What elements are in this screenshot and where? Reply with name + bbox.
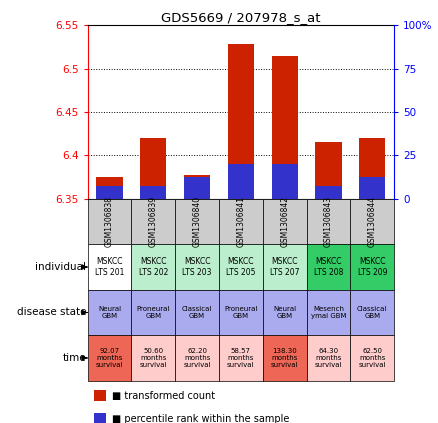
Bar (131, 335, 175, 381)
Text: GSM1306841: GSM1306841 (237, 196, 245, 247)
Bar (96, 186, 123, 199)
Bar (272, 56, 298, 199)
Bar (263, 335, 307, 381)
Text: 62.50
months
survival: 62.50 months survival (359, 348, 386, 368)
Bar (307, 244, 350, 290)
Text: Mesench
ymal GBM: Mesench ymal GBM (311, 306, 346, 319)
Bar (175, 244, 219, 290)
Bar (94, 413, 106, 423)
Bar (140, 186, 166, 199)
Text: MSKCC
LTS 201: MSKCC LTS 201 (95, 257, 124, 277)
Text: Classical
GBM: Classical GBM (357, 306, 388, 319)
Title: GDS5669 / 207978_s_at: GDS5669 / 207978_s_at (161, 11, 321, 24)
Text: 58.57
months
survival: 58.57 months survival (227, 348, 254, 368)
Bar (219, 290, 263, 335)
Bar (88, 244, 131, 290)
Text: Neural
GBM: Neural GBM (98, 306, 121, 319)
Text: 50.60
months
survival: 50.60 months survival (140, 348, 167, 368)
Bar (88, 199, 131, 244)
Text: 62.20
months
survival: 62.20 months survival (184, 348, 211, 368)
Bar (131, 199, 175, 244)
Bar (307, 199, 350, 244)
Text: time: time (63, 353, 86, 363)
Bar (88, 335, 131, 381)
Bar (131, 290, 175, 335)
Bar (131, 244, 175, 290)
Bar (219, 199, 263, 244)
Text: MSKCC
LTS 209: MSKCC LTS 209 (357, 257, 387, 277)
Text: Proneural
GBM: Proneural GBM (224, 306, 258, 319)
Text: ■ transformed count: ■ transformed count (112, 390, 215, 401)
Text: 92.07
months
survival: 92.07 months survival (96, 348, 123, 368)
Bar (96, 177, 123, 199)
Text: GSM1306838: GSM1306838 (105, 196, 114, 247)
Bar (350, 290, 394, 335)
Bar (359, 138, 385, 199)
Text: Proneural
GBM: Proneural GBM (137, 306, 170, 319)
Bar (184, 177, 210, 199)
Bar (307, 290, 350, 335)
Bar (140, 138, 166, 199)
Bar (315, 186, 342, 199)
Bar (307, 335, 350, 381)
Text: MSKCC
LTS 205: MSKCC LTS 205 (226, 257, 256, 277)
Text: Neural
GBM: Neural GBM (273, 306, 296, 319)
Bar (263, 290, 307, 335)
Bar (184, 175, 210, 199)
Text: MSKCC
LTS 208: MSKCC LTS 208 (314, 257, 343, 277)
Text: 64.30
months
survival: 64.30 months survival (315, 348, 342, 368)
Bar (228, 164, 254, 199)
Bar (263, 199, 307, 244)
Text: ■ percentile rank within the sample: ■ percentile rank within the sample (112, 414, 290, 423)
Bar (175, 199, 219, 244)
Text: MSKCC
LTS 207: MSKCC LTS 207 (270, 257, 300, 277)
Text: GSM1306839: GSM1306839 (149, 196, 158, 247)
Text: MSKCC
LTS 202: MSKCC LTS 202 (138, 257, 168, 277)
Text: 138.30
months
survival: 138.30 months survival (271, 348, 298, 368)
Bar (315, 143, 342, 199)
Text: GSM1306840: GSM1306840 (193, 196, 201, 247)
Bar (272, 164, 298, 199)
Text: MSKCC
LTS 203: MSKCC LTS 203 (182, 257, 212, 277)
Bar (350, 199, 394, 244)
Bar (350, 335, 394, 381)
Bar (359, 177, 385, 199)
Text: GSM1306844: GSM1306844 (368, 196, 377, 247)
Bar (263, 244, 307, 290)
Bar (350, 244, 394, 290)
Bar (175, 335, 219, 381)
Text: Classical
GBM: Classical GBM (182, 306, 212, 319)
Bar (175, 290, 219, 335)
Text: GSM1306843: GSM1306843 (324, 196, 333, 247)
Bar (219, 335, 263, 381)
Text: disease state: disease state (17, 308, 86, 318)
Bar (219, 244, 263, 290)
Bar (228, 44, 254, 199)
Text: individual: individual (35, 262, 86, 272)
Text: GSM1306842: GSM1306842 (280, 196, 289, 247)
Bar (88, 290, 131, 335)
Bar (94, 390, 106, 401)
